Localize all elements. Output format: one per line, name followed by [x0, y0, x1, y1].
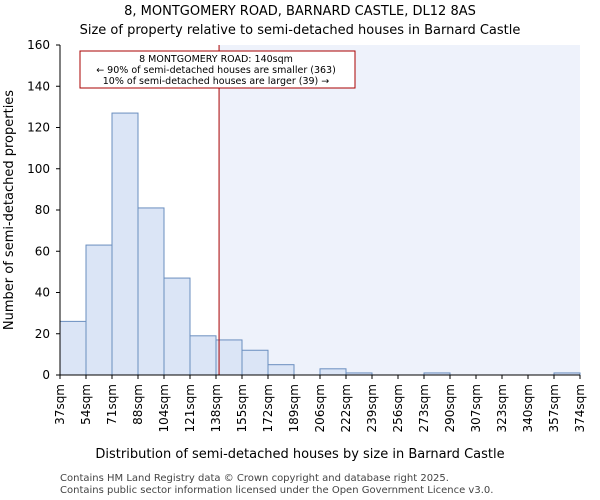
x-tick-label: 273sqm: [417, 384, 431, 432]
x-tick-label: 71sqm: [105, 384, 119, 425]
y-tick-label: 80: [35, 203, 50, 217]
x-tick-label: 206sqm: [313, 384, 327, 432]
histogram-bar: [111, 112, 139, 376]
y-tick-label: 140: [27, 79, 50, 93]
x-tick-label: 37sqm: [53, 384, 67, 425]
x-tick-label: 172sqm: [261, 384, 275, 432]
plot-area: 0 20 40 60 80 100 120 140 160 37sqm 54sqm 71sqm 88sq…: [27, 38, 587, 432]
x-tick-label: 222sqm: [339, 384, 353, 432]
y-tick-label: 20: [35, 327, 50, 341]
histogram-bar: [189, 335, 217, 376]
x-tick-label: 155sqm: [235, 384, 249, 432]
annotation-line-2: ← 90% of semi-detached houses are smalle…: [96, 65, 336, 76]
chart-title: 8, MONTGOMERY ROAD, BARNARD CASTLE, DL12…: [124, 4, 476, 19]
annotation-line-3: 10% of semi-detached houses are larger (…: [103, 76, 330, 87]
x-tick-label: 290sqm: [443, 384, 457, 432]
histogram-bar: [267, 364, 295, 376]
x-axis-label: Distribution of semi-detached houses by …: [95, 447, 504, 462]
x-tick-label: 88sqm: [131, 384, 145, 425]
x-tick-label: 340sqm: [521, 384, 535, 432]
x-tick-label: 189sqm: [287, 384, 301, 432]
footer-copyright: Contains HM Land Registry data © Crown c…: [60, 473, 449, 484]
x-tick-label: 307sqm: [469, 384, 483, 432]
chart-subtitle: Size of property relative to semi-detach…: [80, 23, 521, 38]
y-tick-label: 0: [42, 368, 50, 382]
x-tick-label: 138sqm: [209, 384, 223, 432]
y-axis-label: Number of semi-detached properties: [2, 90, 17, 330]
x-tick-label: 54sqm: [79, 384, 93, 425]
histogram-bar: [163, 277, 191, 376]
y-tick-label: 40: [35, 286, 50, 300]
histogram-bar: [215, 339, 243, 376]
histogram-bar: [241, 349, 269, 376]
x-tick-label: 374sqm: [573, 384, 587, 432]
x-tick-label: 357sqm: [547, 384, 561, 432]
y-tick-label: 120: [27, 121, 50, 135]
histogram-bar: [59, 320, 87, 376]
x-tick-label: 323sqm: [495, 384, 509, 432]
x-tick-label: 239sqm: [365, 384, 379, 432]
histogram-bar: [319, 368, 347, 376]
annotation-box: 8 MONTGOMERY ROAD: 140sqm ← 90% of semi-…: [79, 50, 356, 89]
x-tick-label: 121sqm: [183, 384, 197, 432]
footer-licence: Contains public sector information licen…: [60, 485, 494, 496]
annotation-line-1: 8 MONTGOMERY ROAD: 140sqm: [139, 54, 293, 65]
y-tick-label: 160: [27, 38, 50, 52]
histogram-bar: [85, 244, 113, 376]
highlight-region: [219, 45, 580, 375]
x-tick-label: 104sqm: [157, 384, 171, 432]
y-tick-label: 60: [35, 244, 50, 258]
y-tick-label: 100: [27, 162, 50, 176]
annotation-frame: [79, 50, 356, 89]
x-tick-label: 256sqm: [391, 384, 405, 432]
histogram-bar: [137, 207, 165, 376]
